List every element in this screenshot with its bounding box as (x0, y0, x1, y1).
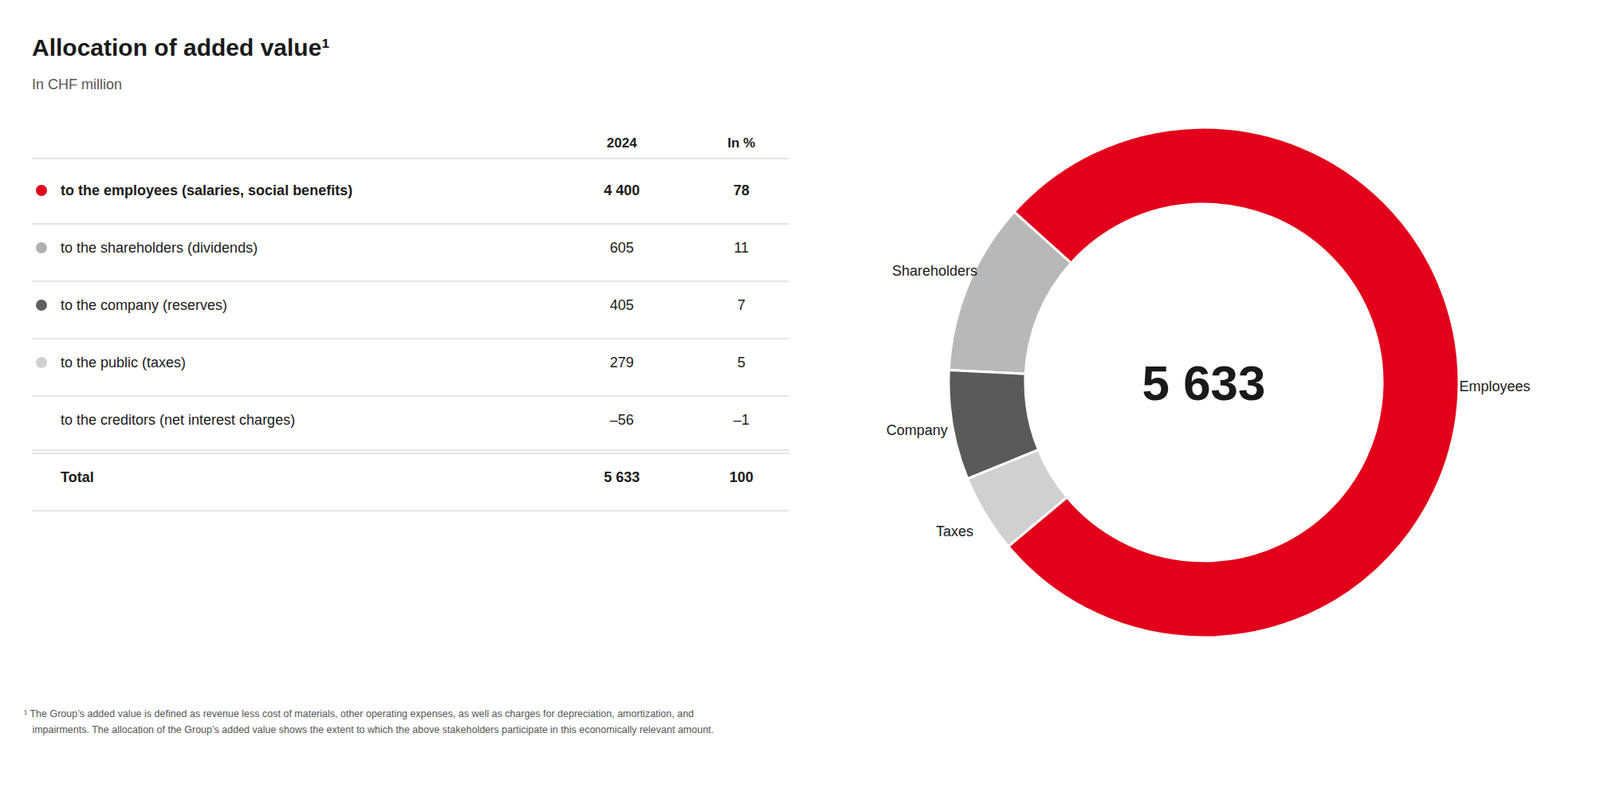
row-rule (31, 224, 790, 225)
row-value: 405 (609, 297, 634, 314)
footnote: impairments. The allocation of the Group… (23, 724, 714, 736)
slice (967, 450, 1068, 547)
slice-label: Shareholders (892, 263, 978, 280)
row-label: to the creditors (net interest charges) (60, 412, 295, 429)
column-header: In % (727, 135, 756, 151)
total-rule (31, 450, 790, 452)
row-rule (31, 281, 790, 283)
column-header: 2024 (606, 135, 637, 151)
title: Allocation of added value¹ (31, 34, 330, 61)
row-value: –56 (609, 412, 634, 429)
table: 2024 In % to the employees (salaries, soci… (31, 135, 790, 512)
row-label: to the employees (salaries, social benef… (60, 182, 353, 199)
row-rule (31, 453, 790, 455)
footnote: ¹ The Group’s added value is defined as … (23, 708, 694, 720)
row-rule (31, 511, 790, 512)
row-rule (31, 338, 790, 340)
slice (948, 212, 1071, 374)
row-label: to the shareholders (dividends) (60, 239, 258, 256)
row-dot (35, 184, 48, 197)
row-dot (35, 242, 48, 254)
row-value: 5 633 (603, 469, 640, 486)
center-label: 5 633 (1141, 355, 1266, 411)
row-pct: 7 (737, 297, 746, 314)
header-rule (31, 158, 790, 160)
row-pct: 11 (734, 239, 750, 256)
row-pct: 78 (733, 182, 750, 199)
row-value: 279 (609, 354, 634, 371)
slice-label: Taxes (935, 523, 974, 540)
row-rule (31, 396, 790, 398)
row-value: 605 (609, 239, 634, 256)
row-label: to the company (reserves) (60, 297, 228, 314)
row-pct: 100 (729, 469, 754, 486)
row-dot (35, 299, 48, 311)
row-pct: –1 (733, 412, 750, 429)
subtitle: In CHF million (31, 76, 122, 93)
slice (1008, 127, 1459, 638)
row-value: 4 400 (603, 182, 640, 199)
donut: Employees Shareholders Company Taxes 5 633 (886, 127, 1531, 638)
slice-label: Company (886, 422, 948, 439)
row-label: to the public (taxes) (60, 354, 186, 371)
row-dot (35, 357, 48, 369)
row-label: Total (60, 469, 95, 486)
row-pct: 5 (737, 354, 746, 371)
slice-label: Employees (1458, 378, 1530, 395)
chart: Allocation of added value¹ In CHF million… (0, 0, 1600, 788)
